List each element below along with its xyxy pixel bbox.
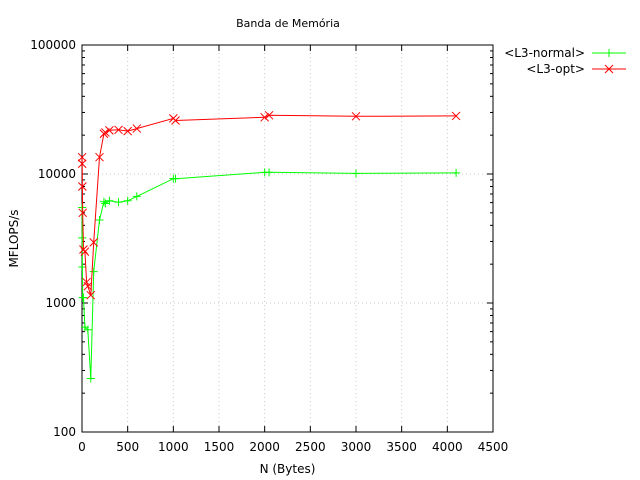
x-tick-label: 3000 bbox=[341, 440, 372, 454]
data-point-plus-marker bbox=[95, 215, 104, 224]
data-point-plus-marker bbox=[265, 168, 274, 177]
data-point-plus-marker bbox=[105, 196, 114, 205]
data-point-cross-marker bbox=[77, 152, 87, 162]
data-point-cross-marker bbox=[260, 112, 270, 122]
legend: <L3-normal> <L3-opt> bbox=[504, 46, 626, 76]
grid bbox=[82, 45, 493, 432]
x-tick-label: 2000 bbox=[249, 440, 280, 454]
data-point-cross-marker bbox=[79, 245, 88, 254]
x-axis-label: N (Bytes) bbox=[260, 462, 316, 476]
data-point-plus-marker bbox=[83, 325, 92, 334]
x-tick-label: 4000 bbox=[432, 440, 463, 454]
data-point-plus-marker bbox=[114, 198, 123, 207]
data-point-cross-marker bbox=[114, 125, 123, 135]
series-line bbox=[81, 171, 457, 379]
series-1 bbox=[77, 110, 461, 300]
x-tick-label: 500 bbox=[116, 440, 139, 454]
data-point-plus-marker bbox=[86, 374, 95, 383]
data-point-plus-marker bbox=[89, 267, 98, 276]
x-tick-label: 4500 bbox=[478, 440, 509, 454]
data-point-cross-marker bbox=[604, 64, 614, 74]
plot-frame bbox=[81, 44, 494, 433]
data-point-plus-marker bbox=[99, 197, 108, 206]
series-layer bbox=[77, 110, 461, 383]
data-point-plus-marker bbox=[79, 293, 88, 302]
y-tick-label: 100 bbox=[53, 425, 76, 439]
data-point-plus-marker bbox=[171, 174, 180, 183]
x-tick-label: 3500 bbox=[386, 440, 417, 454]
data-point-cross-marker bbox=[132, 124, 142, 133]
data-point-cross-marker bbox=[123, 126, 133, 136]
data-point-cross-marker bbox=[101, 128, 110, 137]
y-tick-label: 1000 bbox=[45, 296, 76, 310]
x-tick-label: 1000 bbox=[158, 440, 189, 454]
series-line bbox=[81, 114, 457, 296]
data-point-cross-marker bbox=[78, 182, 87, 191]
y-tick-label: 100000 bbox=[30, 38, 76, 52]
data-point-cross-marker bbox=[171, 116, 180, 125]
data-point-cross-marker bbox=[83, 281, 93, 291]
data-point-cross-marker bbox=[264, 110, 274, 120]
data-point-cross-marker bbox=[105, 125, 114, 135]
axis-ticks: 0 500 1000 1500 2000 2500 3000 3500 4000 4500 100 1… bbox=[30, 38, 508, 454]
data-point-plus-marker bbox=[123, 196, 132, 205]
y-axis-label: MFLOPS/s bbox=[7, 209, 21, 267]
chart-title: Banda de Memória bbox=[236, 17, 340, 30]
data-point-plus-marker bbox=[78, 203, 87, 212]
x-tick-label: 2500 bbox=[295, 440, 326, 454]
data-point-plus-marker bbox=[605, 49, 613, 57]
y-tick-label: 10000 bbox=[38, 167, 76, 181]
data-point-cross-marker bbox=[86, 290, 96, 300]
data-point-cross-marker bbox=[451, 111, 461, 121]
data-point-plus-marker bbox=[132, 192, 141, 201]
data-point-plus-marker bbox=[452, 168, 461, 177]
legend-label: <L3-normal> bbox=[504, 46, 585, 60]
data-point-cross-marker bbox=[77, 159, 87, 169]
data-point-cross-marker bbox=[78, 208, 88, 218]
legend-label: <L3-opt> bbox=[526, 62, 585, 76]
data-point-cross-marker bbox=[89, 238, 99, 247]
data-point-cross-marker bbox=[351, 111, 361, 121]
x-tick-label: 1500 bbox=[204, 440, 235, 454]
x-tick-label: 0 bbox=[78, 440, 86, 454]
series-0 bbox=[78, 168, 461, 383]
data-point-cross-marker bbox=[80, 247, 90, 257]
data-point-plus-marker bbox=[352, 169, 360, 178]
data-point-plus-marker bbox=[101, 199, 110, 208]
data-point-plus-marker bbox=[78, 233, 87, 242]
data-point-cross-marker bbox=[95, 152, 104, 162]
data-point-plus-marker bbox=[78, 263, 87, 272]
